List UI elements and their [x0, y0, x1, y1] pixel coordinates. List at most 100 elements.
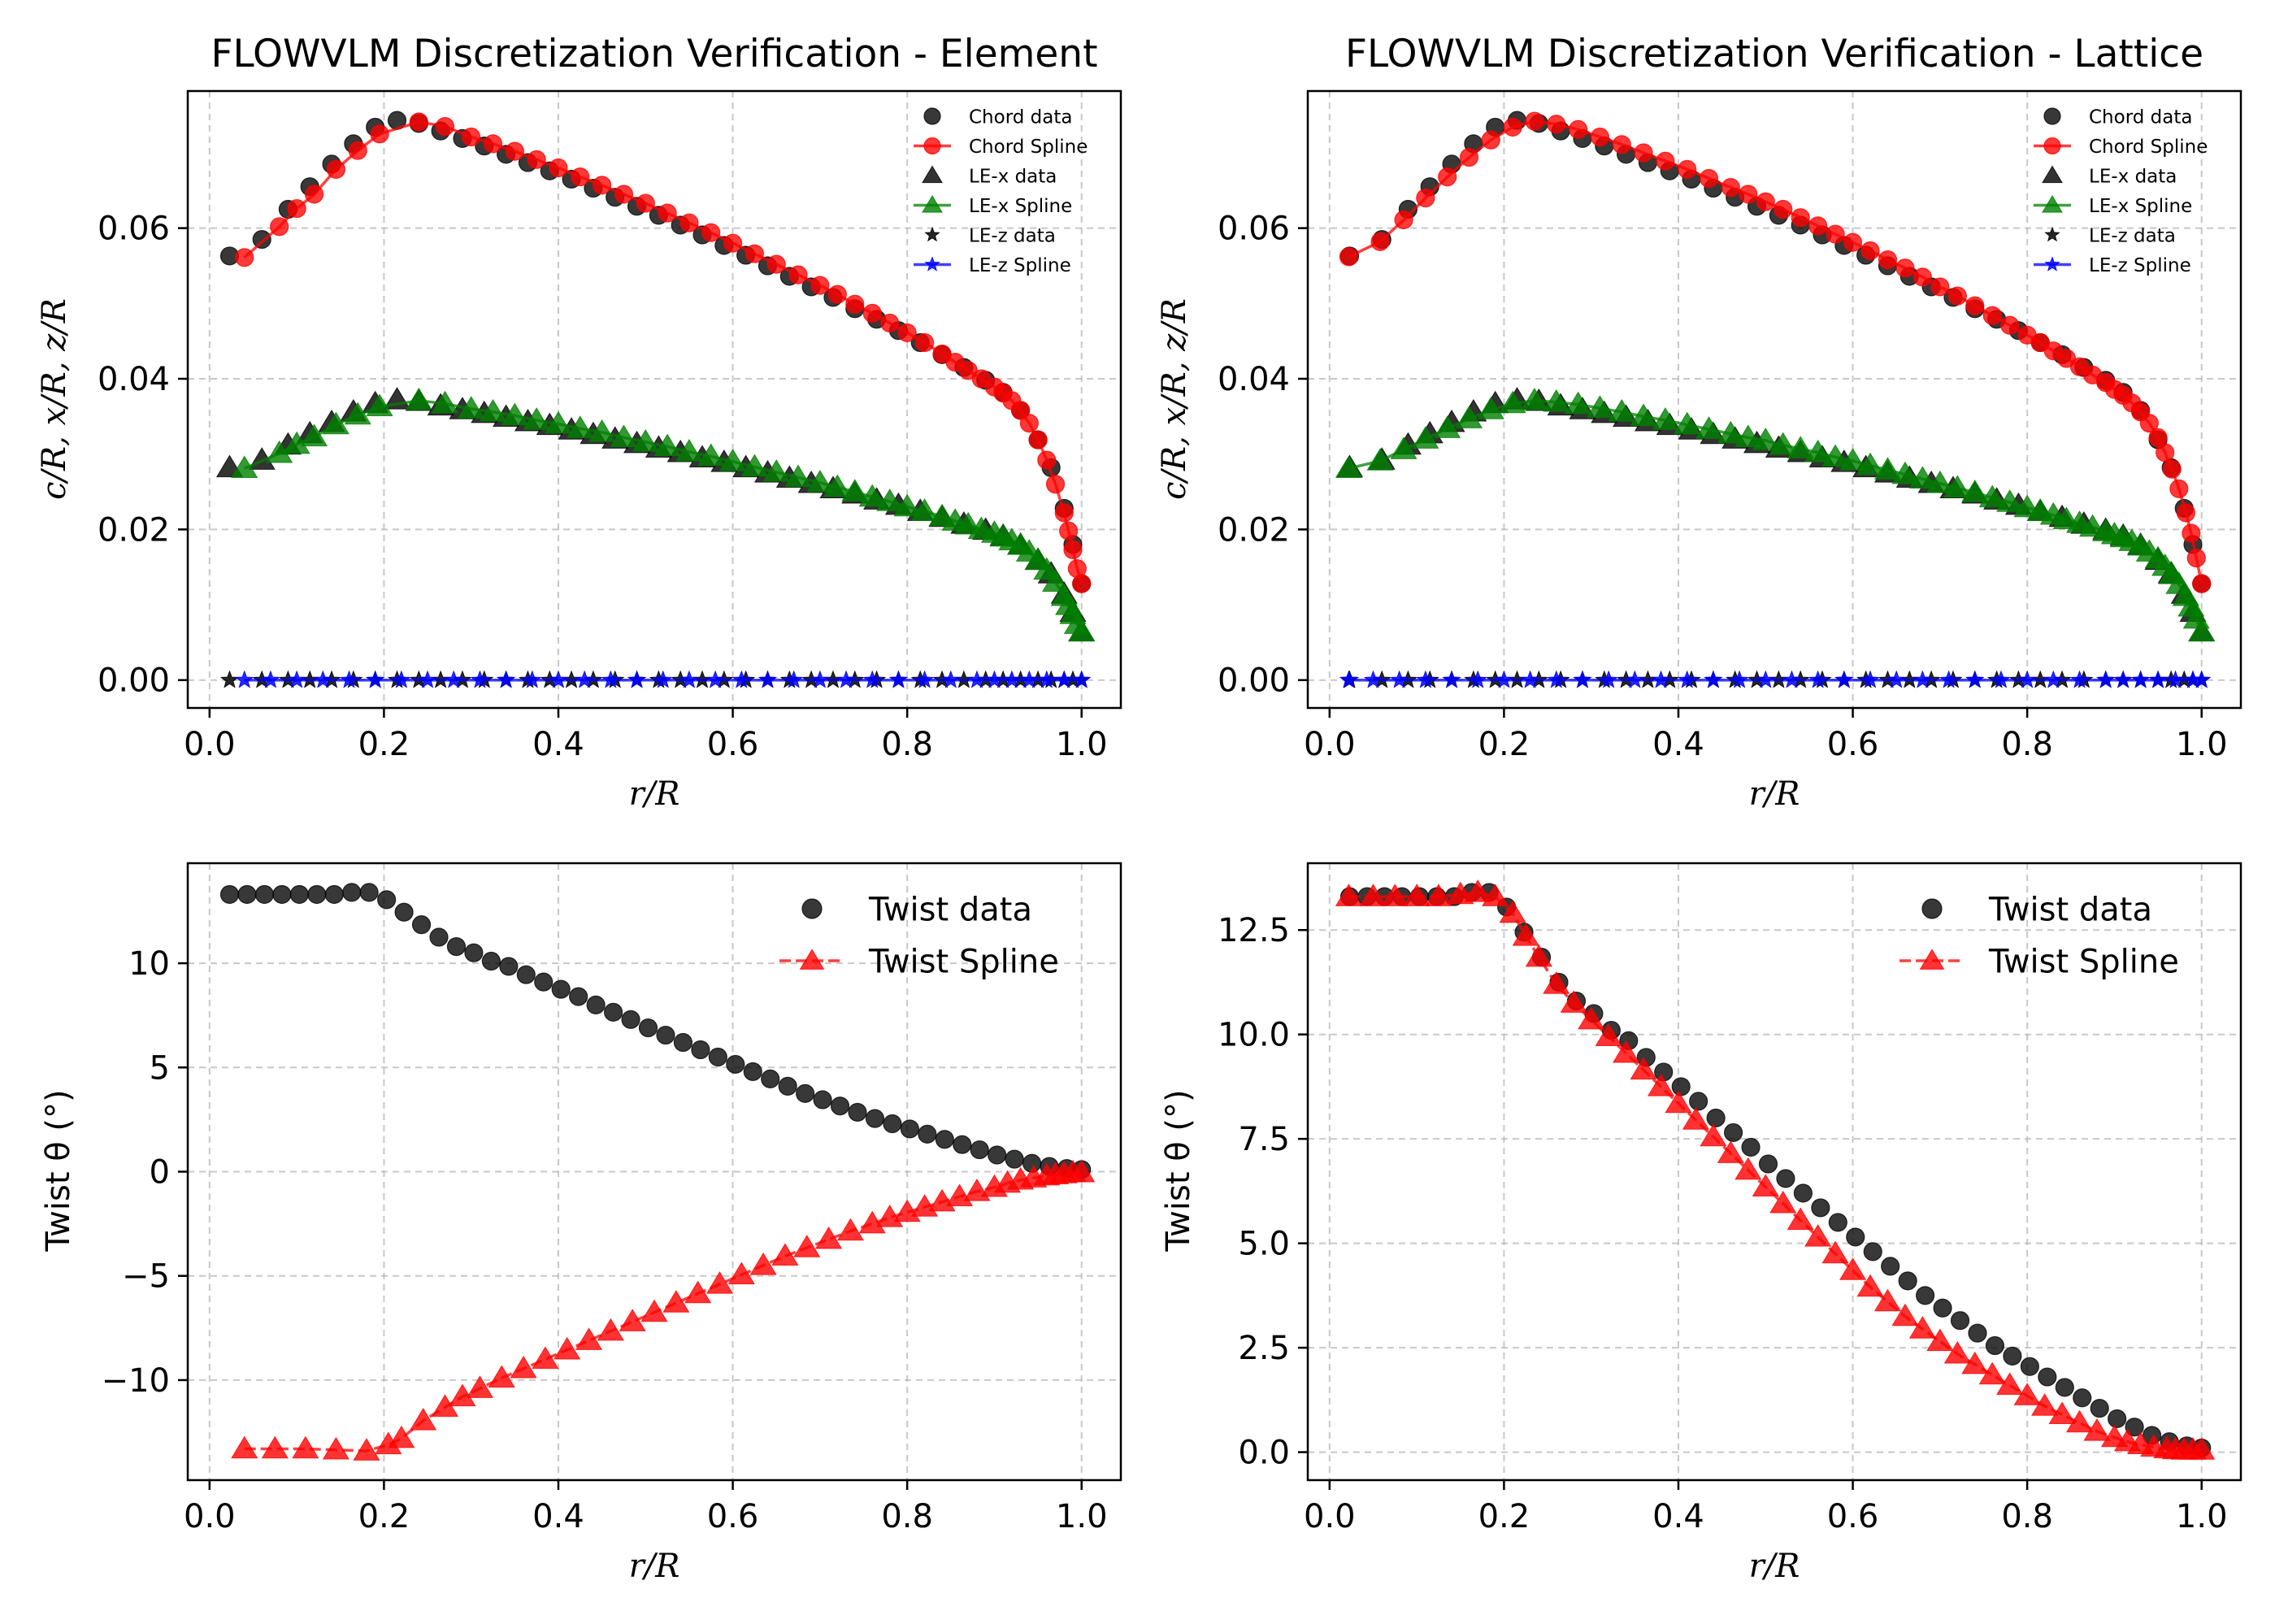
- data-point: [830, 1096, 850, 1116]
- data-point: [348, 141, 367, 160]
- data-point: [719, 449, 747, 471]
- data-point: [510, 1355, 537, 1379]
- data-point: [784, 670, 804, 688]
- data-point: [370, 124, 389, 144]
- data-point: [1525, 944, 1552, 967]
- y-tick-label: 12.5: [1218, 912, 1290, 949]
- data-point: [727, 1261, 755, 1285]
- data-point: [392, 670, 411, 688]
- data-point: [743, 1062, 762, 1082]
- data-point: [897, 323, 917, 343]
- legend-label: Chord Spline: [2089, 137, 2208, 158]
- y-tick-label: 0.04: [1218, 361, 1290, 398]
- data-point: [1881, 1257, 1900, 1276]
- element-geometry-frame: [186, 89, 1122, 710]
- data-point: [501, 402, 528, 426]
- data-point: [1568, 119, 1588, 139]
- data-point: [1442, 670, 1461, 688]
- data-point: [1674, 411, 1701, 435]
- data-point: [1804, 1224, 1832, 1247]
- data-point: [292, 1435, 319, 1459]
- data-point: [766, 254, 786, 274]
- data-point: [858, 484, 886, 507]
- data-point: [1769, 1190, 1797, 1214]
- data-point: [569, 987, 588, 1006]
- data-point: [653, 433, 681, 457]
- data-point: [621, 1010, 640, 1029]
- data-point: [1394, 210, 1413, 230]
- data-point: [1774, 199, 1793, 219]
- data-point: [2113, 670, 2133, 688]
- data-point: [549, 670, 568, 688]
- data-point: [1916, 1286, 1935, 1305]
- data-point: [1512, 923, 1539, 946]
- lattice-twist-frame: [1306, 862, 2242, 1482]
- x-tick-label: 0.0: [1304, 1498, 1356, 1535]
- data-point: [1381, 884, 1409, 906]
- data-point: [2048, 1401, 2076, 1425]
- x-tick-label: 0.8: [2001, 1498, 2053, 1535]
- data-point: [988, 1145, 1007, 1165]
- element-geometry-ylabel: c/R, x/R, z/R: [36, 298, 73, 500]
- data-point: [2165, 670, 2186, 688]
- series-chord-spline: [1339, 111, 2212, 593]
- data-point: [411, 915, 432, 935]
- legend-marker: [2042, 195, 2063, 213]
- data-point: [1891, 1303, 1919, 1327]
- data-point: [1721, 178, 1740, 198]
- data-point: [261, 670, 280, 688]
- data-point: [2013, 1383, 2041, 1405]
- data-point: [567, 415, 594, 438]
- legend-label: Twist Spline: [1988, 943, 2179, 980]
- data-point: [1002, 670, 1022, 688]
- lattice-twist-legend: Twist data Twist Spline: [1899, 891, 2179, 980]
- data-point: [749, 1252, 777, 1275]
- data-point: [823, 474, 851, 497]
- lattice-twist-chart: 0.0 0.2 0.4 0.6 0.8 1.0 0.0 2.5 5.0 7.5 10.0 12.5 r…: [1160, 862, 2242, 1585]
- data-point: [458, 396, 485, 419]
- data-point: [1573, 670, 1592, 688]
- data-point: [2176, 503, 2196, 523]
- legend-marker: [801, 898, 823, 919]
- data-point: [1656, 151, 1675, 171]
- data-point: [1908, 1316, 1936, 1339]
- data-point: [1678, 670, 1697, 688]
- data-point: [1045, 475, 1066, 494]
- data-point: [235, 248, 254, 267]
- data-point: [1068, 619, 1096, 642]
- data-point: [1063, 540, 1083, 559]
- legend-item: LE-z data: [2044, 225, 2176, 246]
- lattice-twist-ylabel: Twist θ (°): [1160, 1089, 1197, 1252]
- legend-marker: [923, 137, 941, 155]
- data-point: [1758, 1154, 1778, 1174]
- y-tick-label: −10: [102, 1362, 170, 1400]
- data-point: [758, 670, 778, 688]
- legend-item: Chord Spline: [2034, 137, 2208, 158]
- data-point: [675, 438, 703, 462]
- legend-label: Twist Spline: [868, 943, 1059, 980]
- data-point: [1525, 111, 1544, 131]
- data-point: [1652, 407, 1679, 430]
- data-point: [1477, 397, 1504, 419]
- data-point: [845, 294, 865, 314]
- legend-label: LE-z Spline: [969, 255, 1071, 276]
- data-point: [287, 198, 306, 219]
- data-point: [1891, 461, 1919, 484]
- data-point: [1647, 1074, 1675, 1096]
- data-point: [1464, 879, 1491, 902]
- data-point: [2020, 1357, 2039, 1376]
- element-geometry-chart: FLOWVLM Discretization Verification - El…: [36, 32, 1122, 813]
- data-point: [1950, 1311, 1970, 1331]
- data-point: [1908, 466, 1936, 489]
- data-point: [745, 244, 764, 263]
- y-tick-label: 10: [128, 945, 170, 983]
- data-point: [1791, 208, 1810, 228]
- data-point: [2083, 1418, 2111, 1441]
- series-chord-spline: [235, 112, 1092, 593]
- x-tick-label: 0.2: [358, 726, 410, 763]
- data-point: [1961, 480, 1989, 502]
- data-point: [1547, 115, 1566, 134]
- data-point: [1808, 670, 1828, 688]
- data-point: [1390, 670, 1409, 688]
- data-point: [1339, 670, 1358, 688]
